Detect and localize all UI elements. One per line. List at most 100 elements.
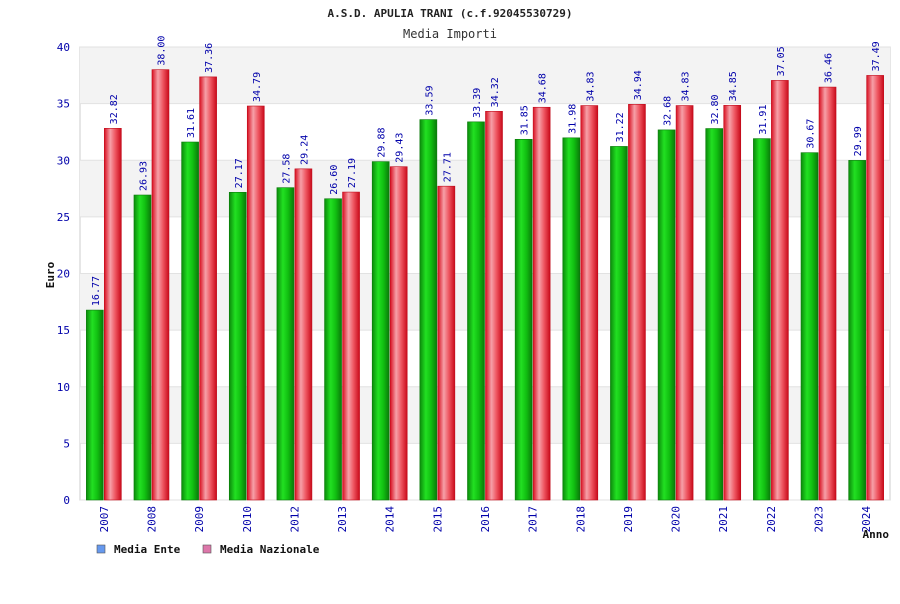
- x-tick-label: 2016: [479, 506, 492, 533]
- data-label: 34.68: [538, 73, 549, 103]
- y-tick-label: 15: [57, 324, 70, 337]
- bar-media-nazionale: [580, 105, 599, 501]
- bar-media-nazionale: [723, 105, 742, 501]
- data-label: 34.85: [728, 71, 739, 101]
- bar-media-ente: [276, 187, 295, 501]
- bar-media-nazionale: [151, 69, 170, 501]
- bar-media-nazionale: [199, 76, 217, 501]
- data-label: 32.68: [663, 96, 674, 126]
- y-tick-label: 40: [57, 41, 70, 54]
- data-label: 34.83: [681, 71, 692, 101]
- data-label: 34.32: [490, 77, 501, 107]
- data-label: 34.83: [585, 71, 596, 101]
- y-tick-label: 0: [63, 494, 70, 507]
- legend-swatch: [202, 544, 212, 554]
- bar-media-nazionale: [389, 166, 408, 501]
- x-tick-label: 2019: [622, 506, 635, 533]
- data-label: 29.99: [853, 126, 864, 156]
- x-tick-label: 2018: [574, 506, 587, 533]
- data-label: 29.24: [299, 135, 310, 165]
- x-axis-label: Anno: [863, 528, 890, 541]
- x-tick-label: 2017: [527, 506, 540, 533]
- x-tick-label: 2023: [813, 506, 826, 533]
- bar-media-nazionale: [866, 75, 884, 501]
- data-label: 32.80: [710, 94, 721, 124]
- bar-media-nazionale: [437, 185, 456, 501]
- x-tick-label: 2015: [431, 506, 444, 533]
- data-label: 37.49: [871, 41, 882, 71]
- data-label: 27.17: [234, 158, 245, 188]
- data-label: 27.71: [442, 152, 453, 182]
- data-label: 27.58: [281, 154, 292, 184]
- y-tick-label: 10: [57, 381, 70, 394]
- data-label: 37.05: [776, 46, 787, 76]
- legend-label: Media Ente: [114, 543, 181, 556]
- bar-media-ente: [324, 198, 342, 501]
- data-label: 31.61: [186, 108, 197, 138]
- bar-media-nazionale: [771, 80, 789, 501]
- x-tick-label: 2008: [145, 506, 158, 533]
- data-label: 26.60: [329, 165, 340, 195]
- bar-media-ente: [848, 160, 866, 501]
- data-label: 16.77: [91, 276, 102, 306]
- bar-media-ente: [228, 191, 247, 501]
- bar-media-nazionale: [342, 191, 360, 501]
- x-tick-label: 2022: [765, 506, 778, 533]
- bar-media-ente: [133, 194, 152, 501]
- data-label: 36.46: [824, 53, 835, 83]
- x-tick-label: 2012: [288, 506, 301, 533]
- bar-media-nazionale: [675, 105, 694, 501]
- bar-media-ente: [562, 137, 581, 501]
- data-label: 32.82: [109, 94, 120, 124]
- y-tick-label: 25: [57, 211, 70, 224]
- bar-media-nazionale: [628, 104, 646, 501]
- bar-media-ente: [657, 129, 676, 501]
- bar-media-ente: [753, 138, 771, 501]
- bar-media-ente: [705, 128, 724, 501]
- data-label: 29.88: [377, 127, 388, 157]
- bar-media-nazionale: [485, 111, 503, 501]
- x-tick-label: 2013: [336, 506, 349, 533]
- bar-media-ente: [86, 309, 104, 501]
- chart-subtitle: Media Importi: [403, 27, 497, 41]
- y-axis-ticks: 0 5 10 15 20 25 30 35 40: [57, 41, 70, 507]
- data-label: 34.94: [633, 70, 644, 100]
- bar-media-ente: [800, 152, 819, 501]
- data-label: 31.91: [758, 105, 769, 135]
- x-tick-label: 2009: [193, 506, 206, 533]
- bar-media-nazionale: [294, 168, 313, 501]
- bar-media-ente: [514, 138, 533, 501]
- x-tick-label: 2010: [241, 506, 254, 533]
- data-label: 33.39: [472, 88, 483, 118]
- bar-media-ente: [467, 121, 485, 501]
- x-tick-label: 2007: [98, 506, 111, 533]
- bar-media-nazionale: [104, 128, 122, 501]
- legend-label: Media Nazionale: [220, 543, 320, 556]
- bar-media-ente: [610, 146, 628, 501]
- y-tick-label: 5: [63, 437, 70, 450]
- bars: [86, 69, 884, 501]
- data-label: 31.98: [567, 104, 578, 134]
- chart-title: A.S.D. APULIA TRANI (c.f.92045530729): [327, 7, 572, 20]
- bar-media-ente: [181, 141, 199, 501]
- data-label: 31.85: [520, 105, 531, 135]
- data-label: 38.00: [156, 36, 167, 66]
- bar-media-ente: [419, 119, 438, 501]
- y-tick-label: 20: [57, 268, 70, 281]
- data-label: 37.36: [204, 43, 215, 73]
- bar-media-ente: [371, 161, 390, 501]
- data-label: 26.93: [138, 161, 149, 191]
- x-tick-label: 2020: [670, 506, 683, 533]
- y-tick-label: 35: [57, 98, 70, 111]
- data-label: 29.43: [395, 133, 406, 163]
- bar-media-nazionale: [818, 86, 837, 501]
- legend: Media Ente Media Nazionale: [96, 543, 320, 556]
- x-tick-label: 2014: [384, 506, 397, 533]
- data-label: 34.79: [252, 72, 263, 102]
- x-tick-label: 2021: [717, 506, 730, 533]
- x-axis-ticks: 2007 2008 2009 2010 2012 2013 2014 2015 2016 2017…: [98, 506, 873, 533]
- data-label: 27.19: [347, 158, 358, 188]
- x-tick-label: 2024: [860, 506, 873, 533]
